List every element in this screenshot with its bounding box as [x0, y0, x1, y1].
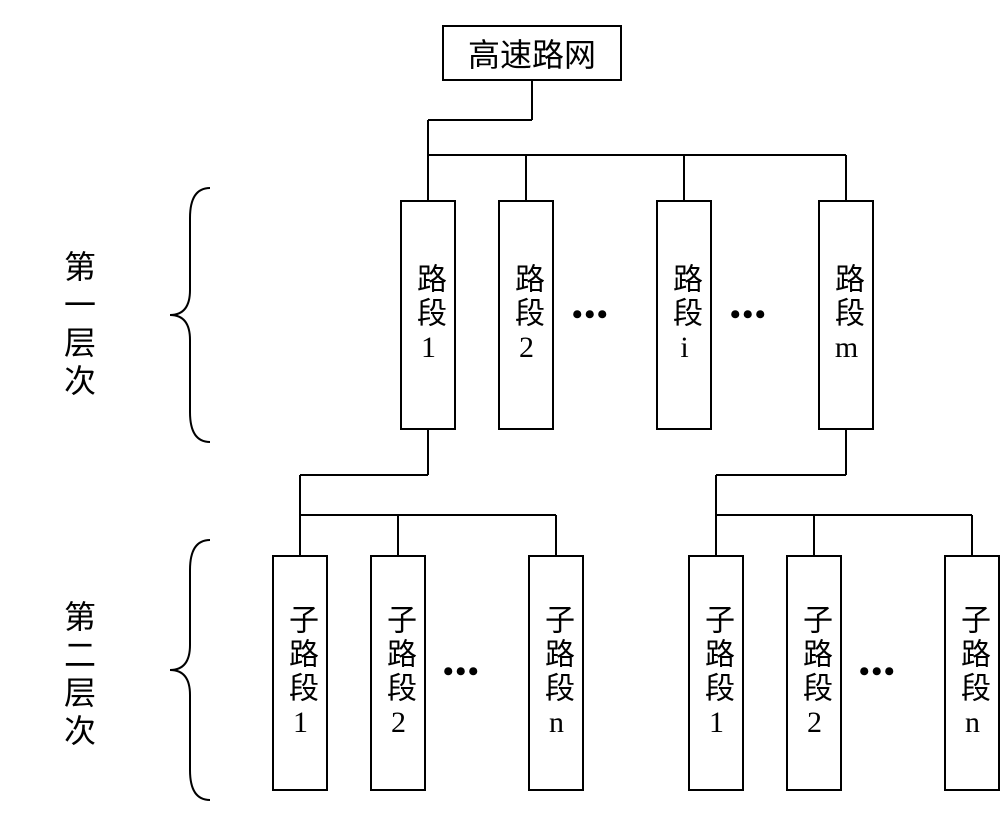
- l2a-node-sub2: 子路段2: [370, 555, 426, 791]
- l2-label: 子路段n: [534, 604, 578, 743]
- l1-node-segi: 路段i: [656, 200, 712, 430]
- level1-brace-label: 第一层次: [55, 250, 101, 402]
- l1-label: 路段2: [504, 263, 548, 368]
- l2-label: 子路段1: [694, 604, 738, 743]
- ellipsis-icon: •••: [572, 298, 610, 332]
- l2a-node-subn: 子路段n: [528, 555, 584, 791]
- l2-label: 子路段1: [278, 604, 322, 743]
- l2b-node-sub1: 子路段1: [688, 555, 744, 791]
- ellipsis-icon: •••: [730, 298, 768, 332]
- ellipsis-icon: •••: [443, 655, 481, 689]
- l1-label: 路段i: [662, 263, 706, 368]
- l2-label: 子路段2: [376, 604, 420, 743]
- l1-node-seg2: 路段2: [498, 200, 554, 430]
- level2-brace-label: 第二层次: [55, 600, 101, 752]
- l1-node-seg1: 路段1: [400, 200, 456, 430]
- l2b-node-sub2: 子路段2: [786, 555, 842, 791]
- l1-label: 路段m: [824, 263, 868, 368]
- root-node: 高速路网: [442, 25, 622, 81]
- diagram-canvas: 高速路网 路段1 路段2 路段i 路段m ••• ••• 子路段1 子路段2 子…: [0, 0, 1000, 838]
- l1-label: 路段1: [406, 263, 450, 368]
- l1-node-segm: 路段m: [818, 200, 874, 430]
- l2b-node-subn: 子路段n: [944, 555, 1000, 791]
- l2-label: 子路段2: [792, 604, 836, 743]
- l2-label: 子路段n: [950, 604, 994, 743]
- l2a-node-sub1: 子路段1: [272, 555, 328, 791]
- root-label: 高速路网: [468, 30, 596, 76]
- ellipsis-icon: •••: [859, 655, 897, 689]
